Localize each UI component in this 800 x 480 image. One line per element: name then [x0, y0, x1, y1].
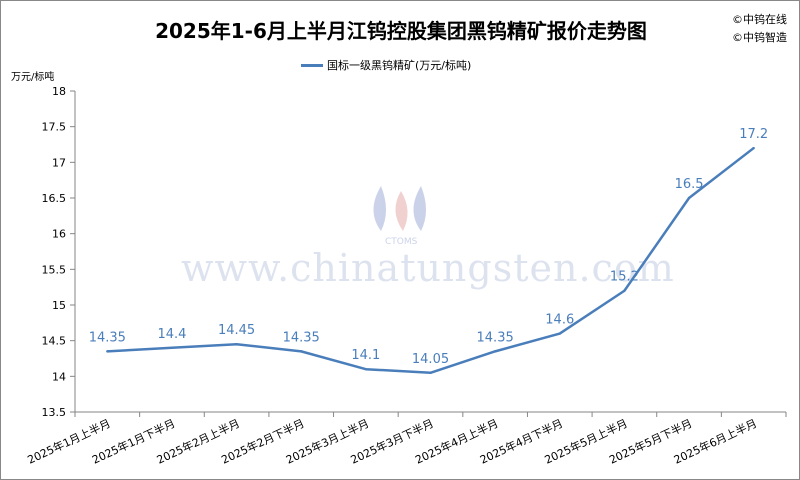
data-point	[300, 350, 302, 352]
data-point	[752, 147, 754, 149]
y-tick-label: 17	[52, 156, 66, 169]
y-tick-label: 15	[52, 299, 66, 312]
data-label: 14.35	[89, 330, 126, 345]
series-line	[107, 148, 753, 373]
data-point	[235, 343, 237, 345]
data-label: 14.35	[283, 330, 320, 345]
y-tick-label: 16.5	[42, 192, 67, 205]
y-tick-label: 14	[52, 370, 66, 383]
data-label: 17.2	[739, 127, 768, 142]
y-tick-label: 16	[52, 228, 66, 241]
data-label: 14.35	[477, 330, 514, 345]
data-point	[688, 197, 690, 199]
watermark-logo-text: CTOMS	[385, 237, 418, 247]
data-point	[623, 290, 625, 292]
data-point	[171, 347, 173, 349]
y-tick-label: 14.5	[42, 335, 67, 348]
y-tick-label: 13.5	[42, 406, 67, 419]
data-point	[559, 332, 561, 334]
y-tick-label: 17.5	[42, 121, 67, 134]
data-point	[365, 368, 367, 370]
data-point	[429, 372, 431, 374]
data-label: 14.45	[218, 323, 255, 338]
data-label: 14.4	[157, 327, 186, 342]
data-label: 15.2	[610, 270, 639, 285]
y-tick-label: 15.5	[42, 263, 67, 276]
watermark-logo: CTOMS	[374, 186, 427, 247]
data-label: 14.1	[351, 348, 380, 363]
data-label: 14.6	[545, 313, 574, 328]
data-point	[494, 350, 496, 352]
y-tick-label: 18	[52, 85, 66, 98]
data-label: 16.5	[675, 177, 704, 192]
data-label: 14.05	[412, 352, 449, 367]
data-point	[106, 350, 108, 352]
